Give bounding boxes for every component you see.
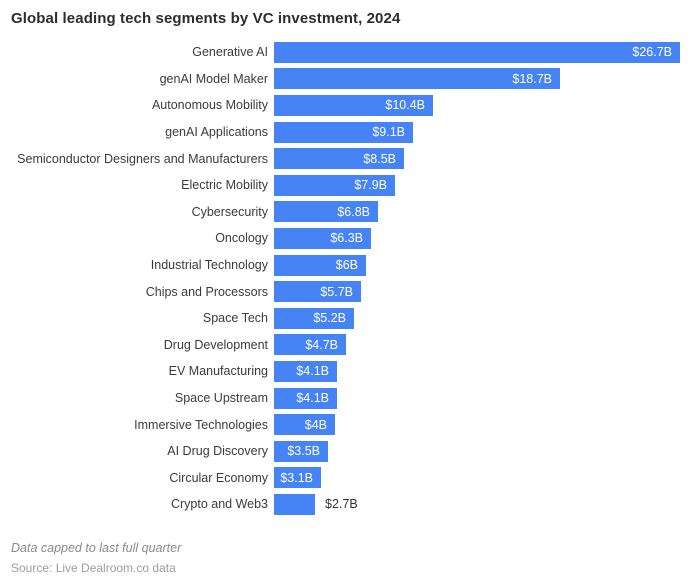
value-label: $4.7B	[305, 337, 338, 352]
category-label: Crypto and Web3	[170, 497, 268, 512]
category-label: Immersive Technologies	[134, 417, 268, 432]
chart-row: genAI Model Maker $18.7B	[10, 66, 680, 93]
value-label: $4.1B	[296, 364, 329, 379]
value-label: $3.5B	[287, 444, 320, 459]
bar: $4B	[274, 414, 335, 436]
bar-track: $3.1B	[274, 467, 680, 489]
value-label: $6B	[335, 258, 358, 273]
chart-row: Autonomous Mobility $10.4B	[10, 92, 680, 119]
bar-track: $18.7B	[274, 68, 680, 90]
chart-row: Generative AI $26.7B	[10, 39, 680, 66]
bar: $26.7B	[274, 41, 680, 63]
category-label: Space Tech	[202, 311, 268, 326]
bar-track: $9.1B	[274, 121, 680, 143]
chart-row: Electric Mobility $7.9B	[10, 172, 680, 199]
bar-track: $7.9B	[274, 174, 680, 196]
category-label: AI Drug Discovery	[167, 444, 268, 459]
bar-track: $5.2B	[274, 307, 680, 329]
bar: $5.7B	[274, 281, 361, 303]
chart-row: Space Tech $5.2B	[10, 305, 680, 332]
bar: $6B	[274, 254, 366, 276]
category-label: Cybersecurity	[191, 204, 268, 219]
bar: $10.4B	[274, 94, 433, 116]
bar: $9.1B	[274, 121, 413, 143]
value-label: $8.5B	[363, 151, 396, 166]
chart-title: Global leading tech segments by VC inves…	[11, 10, 401, 27]
bar: $8.5B	[274, 148, 404, 170]
value-label: $6.3B	[330, 231, 363, 246]
category-label: Electric Mobility	[181, 178, 268, 193]
chart-row: Chips and Processors $5.7B	[10, 278, 680, 305]
value-label: $9.1B	[372, 125, 405, 140]
bar: $4.7B	[274, 334, 346, 356]
bar-track: $6.8B	[274, 201, 680, 223]
value-label: $2.7B	[325, 497, 358, 512]
bar-track: $10.4B	[274, 94, 680, 116]
bar: $6.8B	[274, 201, 378, 223]
bar-track: $26.7B	[274, 41, 680, 63]
bar-track: $6B	[274, 254, 680, 276]
value-label: $10.4B	[385, 98, 425, 113]
category-label: Autonomous Mobility	[151, 98, 268, 113]
source-credit: Source: Live Dealroom.co data	[11, 560, 176, 575]
chart-row: Industrial Technology $6B	[10, 252, 680, 279]
bar-track: $8.5B	[274, 148, 680, 170]
chart-row: EV Manufacturing $4.1B	[10, 358, 680, 385]
category-label: Space Upstream	[174, 391, 268, 406]
category-label: Circular Economy	[169, 470, 268, 485]
value-label: $6.8B	[337, 204, 370, 219]
chart-row: AI Drug Discovery $3.5B	[10, 438, 680, 465]
chart-row: Circular Economy $3.1B	[10, 465, 680, 492]
value-label: $18.7B	[512, 71, 552, 86]
bar-track: $2.7B	[274, 493, 680, 515]
bar-track: $3.5B	[274, 440, 680, 462]
bar: $6.3B	[274, 227, 371, 249]
category-label: genAI Model Maker	[159, 71, 268, 86]
chart-row: Drug Development $4.7B	[10, 332, 680, 359]
bar: $7.9B	[274, 174, 395, 196]
value-label: $5.7B	[320, 284, 353, 299]
value-label: $4.1B	[296, 391, 329, 406]
value-label: $3.1B	[280, 470, 313, 485]
value-label: $5.2B	[313, 311, 346, 326]
category-label: Semiconductor Designers and Manufacturer…	[17, 151, 268, 166]
category-label: Industrial Technology	[150, 258, 268, 273]
bar-chart: Generative AI $26.7B genAI Model Maker $18.…	[10, 39, 680, 518]
bar-track: $6.3B	[274, 227, 680, 249]
chart-row: Oncology $6.3B	[10, 225, 680, 252]
bar: $18.7B	[274, 68, 560, 90]
bar: $3.1B	[274, 467, 321, 489]
chart-row: Crypto and Web3 $2.7B	[10, 491, 680, 518]
bar-track: $4.1B	[274, 387, 680, 409]
chart-row: Immersive Technologies $4B	[10, 411, 680, 438]
category-label: EV Manufacturing	[168, 364, 268, 379]
bar-track: $5.7B	[274, 281, 680, 303]
value-label: $26.7B	[632, 45, 672, 60]
bar-track: $4.7B	[274, 334, 680, 356]
bar: $4.1B	[274, 360, 337, 382]
category-label: Chips and Processors	[145, 284, 268, 299]
chart-row: genAI Applications $9.1B	[10, 119, 680, 146]
bar-track: $4.1B	[274, 360, 680, 382]
footnote: Data capped to last full quarter	[11, 540, 182, 555]
bar: $3.5B	[274, 440, 328, 462]
category-label: Generative AI	[192, 45, 268, 60]
chart-row: Cybersecurity $6.8B	[10, 199, 680, 226]
bar-track: $4B	[274, 414, 680, 436]
bar	[274, 493, 315, 515]
category-label: genAI Applications	[165, 125, 268, 140]
bar: $5.2B	[274, 307, 354, 329]
value-label: $7.9B	[354, 178, 387, 193]
value-label: $4B	[304, 417, 327, 432]
category-label: Drug Development	[163, 337, 268, 352]
bar: $4.1B	[274, 387, 337, 409]
chart-row: Semiconductor Designers and Manufacturer…	[10, 145, 680, 172]
category-label: Oncology	[215, 231, 268, 246]
chart-row: Space Upstream $4.1B	[10, 385, 680, 412]
